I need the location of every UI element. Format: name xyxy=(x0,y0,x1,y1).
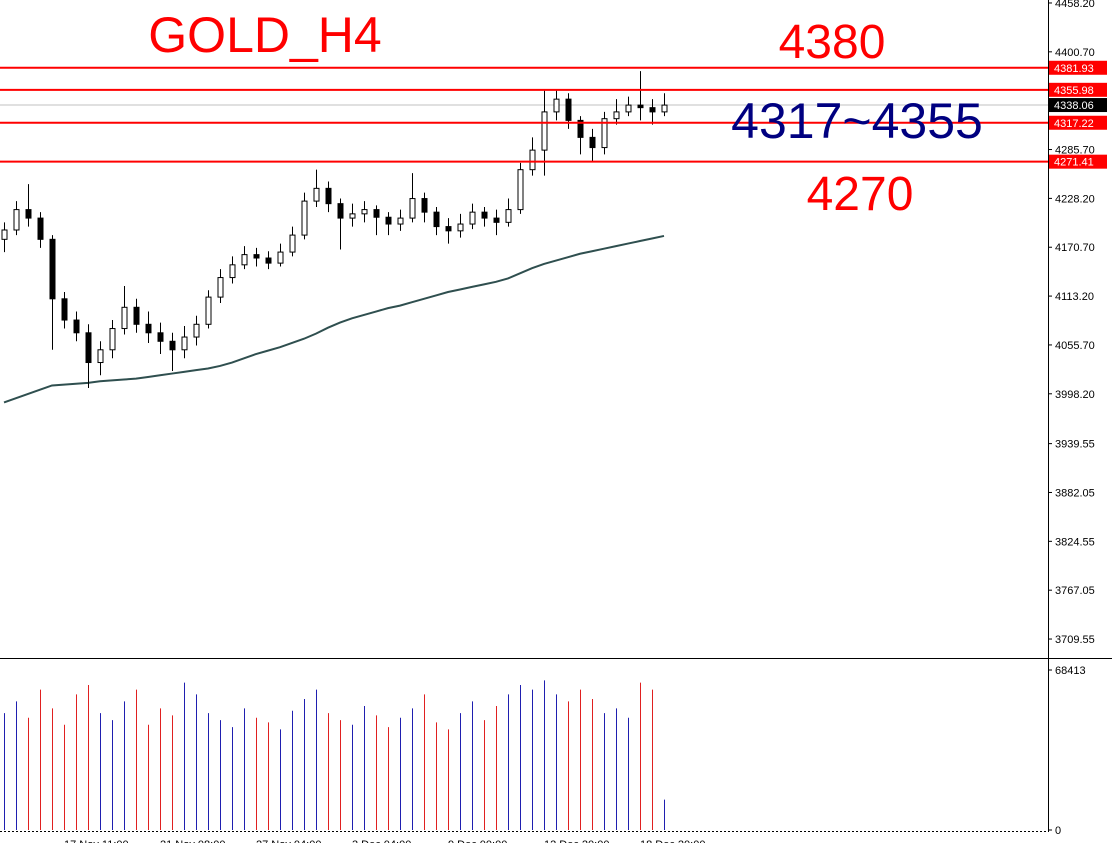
candle-body xyxy=(205,296,212,325)
level-label-box xyxy=(1049,154,1107,169)
candle-body xyxy=(157,332,164,342)
candle-body xyxy=(301,200,308,236)
candle-body xyxy=(541,111,548,151)
y-tick-label: 3998.20 xyxy=(1055,389,1095,401)
candle-body xyxy=(85,332,92,364)
candle-body xyxy=(433,211,440,228)
y-tick-label: 3709.55 xyxy=(1055,634,1095,646)
x-tick-label: 9 Dec 00:00 xyxy=(448,839,507,843)
candle-body xyxy=(133,306,140,325)
level-label-box xyxy=(1049,82,1107,97)
volume-panel: 68413 0 17 Nov 11:00 21 Nov 08:00 27 Nov 04:… xyxy=(4,665,1086,843)
level-label: 4317.22 xyxy=(1054,118,1094,130)
candle-body xyxy=(169,340,176,351)
candle-body xyxy=(145,323,152,334)
candle-body xyxy=(517,169,524,211)
candle-body xyxy=(289,234,296,253)
x-tick-label: 21 Nov 08:00 xyxy=(160,839,225,843)
level-label: 4271.41 xyxy=(1054,157,1094,169)
candle-body xyxy=(349,213,356,219)
candle-body xyxy=(637,104,644,109)
moving-average xyxy=(3,234,665,404)
candle-body xyxy=(73,319,80,334)
candle-body xyxy=(445,226,452,232)
volume-tick-label: 0 xyxy=(1055,825,1061,837)
y-tick-label: 4170.70 xyxy=(1055,242,1095,254)
y-tick-label: 4228.20 xyxy=(1055,193,1095,205)
x-tick-label: 12 Dec 20:00 xyxy=(544,839,609,843)
y-tick-label: 3767.05 xyxy=(1055,585,1095,597)
candle-body xyxy=(385,216,392,225)
candle-body xyxy=(61,298,68,321)
candle-body xyxy=(421,198,428,213)
candle-body xyxy=(49,238,56,300)
candle-body xyxy=(601,118,608,149)
candle-body xyxy=(25,209,32,219)
candle-body xyxy=(649,107,656,113)
candle-body xyxy=(505,209,512,223)
x-tick-label: 27 Nov 04:00 xyxy=(256,839,321,843)
level-label: 4381.93 xyxy=(1054,63,1094,75)
x-tick-label: 18 Dec 20:00 xyxy=(640,839,705,843)
last-price-box xyxy=(1049,98,1107,113)
candle-body xyxy=(265,257,272,264)
level-label-box xyxy=(1049,60,1107,75)
candle-body xyxy=(1,229,8,240)
annotations: GOLD_H4 4380 4317~4355 4270 xyxy=(148,7,983,221)
y-tick-label: 4113.20 xyxy=(1055,291,1094,303)
annotation: 4270 xyxy=(807,168,914,221)
candle-body xyxy=(493,217,500,223)
price-panel: 4458.20 4400.70 4285.70 4228.20 4170.70 4113.… xyxy=(0,0,1107,646)
candle-body xyxy=(373,209,380,218)
candle-body xyxy=(577,119,584,138)
candle-body xyxy=(217,277,224,298)
level-label: 4355.98 xyxy=(1054,85,1094,97)
candle-body xyxy=(625,104,632,113)
y-tick-label: 3939.55 xyxy=(1055,439,1095,451)
candle-body xyxy=(13,209,20,231)
y-tick-label: 3824.55 xyxy=(1055,536,1095,548)
candle-body xyxy=(277,251,284,264)
candle-body xyxy=(661,104,668,113)
candle-body xyxy=(469,211,476,225)
candle-body xyxy=(613,111,620,120)
chart-title: GOLD_H4 xyxy=(148,7,381,63)
y-tick-label: 4055.70 xyxy=(1055,340,1095,352)
candle-body xyxy=(97,349,104,364)
volume-tick-label: 68413 xyxy=(1055,665,1086,677)
candle-body xyxy=(229,264,236,279)
annotation: 4380 xyxy=(779,16,886,69)
y-tick-label: 4400.70 xyxy=(1055,47,1095,59)
candle-body xyxy=(361,209,368,215)
y-tick-label: 4285.70 xyxy=(1055,145,1095,157)
x-tick-label: 3 Dec 04:00 xyxy=(352,839,411,843)
last-price-label: 4338.06 xyxy=(1054,100,1094,112)
candle-body xyxy=(313,187,320,202)
y-tick-label: 3882.05 xyxy=(1055,487,1095,499)
candle-body xyxy=(529,149,536,171)
candle-body xyxy=(589,136,596,149)
candle-body xyxy=(253,254,260,259)
candle-body xyxy=(109,328,116,351)
level-label-box xyxy=(1049,115,1107,130)
candle-body xyxy=(37,217,44,240)
candle-body xyxy=(241,254,248,266)
candle-body xyxy=(193,323,200,338)
x-tick-label: 17 Nov 11:00 xyxy=(64,839,129,843)
candle-body xyxy=(181,336,188,351)
candle-body xyxy=(409,198,416,219)
annotation: 4317~4355 xyxy=(731,93,983,149)
candle-body xyxy=(397,217,404,225)
candle-body xyxy=(565,98,572,121)
candle-body xyxy=(337,203,344,219)
candle-body xyxy=(553,98,560,113)
candle-body xyxy=(325,187,332,205)
candle-body xyxy=(481,211,488,219)
y-tick-label: 4458.20 xyxy=(1055,0,1095,10)
candle-body xyxy=(121,306,128,330)
candle-body xyxy=(457,223,464,232)
